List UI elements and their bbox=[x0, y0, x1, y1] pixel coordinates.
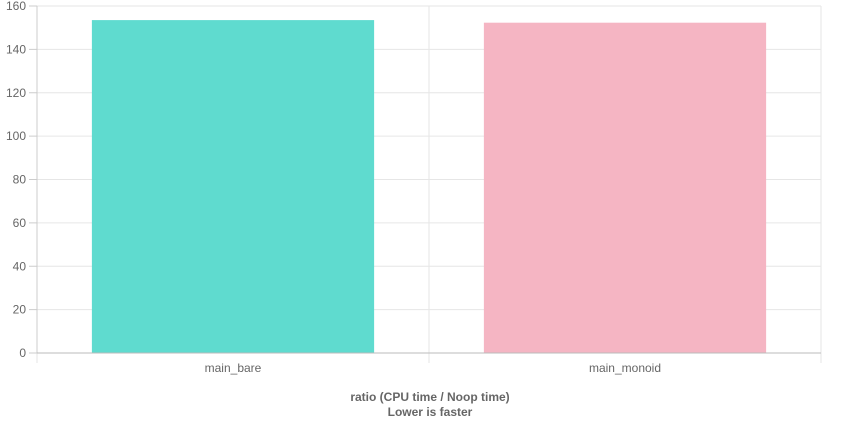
x-tick-label: main_bare bbox=[205, 361, 262, 375]
y-tick-label: 160 bbox=[6, 0, 26, 13]
x-axis-title: ratio (CPU time / Noop time) bbox=[350, 390, 509, 404]
x-axis-subtitle: Lower is faster bbox=[388, 405, 473, 419]
y-tick-label: 40 bbox=[13, 259, 27, 273]
y-tick-label: 60 bbox=[13, 216, 27, 230]
bar-main_bare bbox=[91, 20, 375, 354]
y-tick-label: 80 bbox=[13, 173, 27, 187]
y-tick-label: 0 bbox=[19, 346, 26, 360]
y-axis-ticks: 0 20 40 60 80 100 120 140 160 bbox=[6, 0, 37, 360]
x-tick-label: main_monoid bbox=[589, 361, 661, 375]
x-axis-ticks: main_bare main_monoid bbox=[205, 361, 661, 375]
bars bbox=[91, 20, 767, 354]
y-tick-label: 120 bbox=[6, 86, 26, 100]
bar-main_monoid bbox=[483, 22, 767, 354]
y-tick-label: 100 bbox=[6, 129, 26, 143]
y-tick-label: 140 bbox=[6, 42, 26, 56]
y-tick-label: 20 bbox=[13, 303, 27, 317]
